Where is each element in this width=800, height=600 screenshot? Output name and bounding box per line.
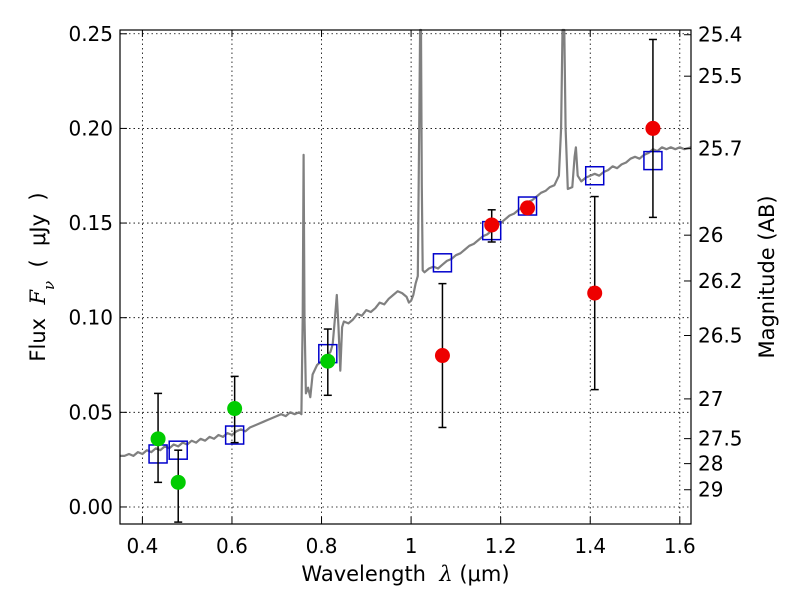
sed-model-line-layer: [120, 28, 692, 457]
magnitude-tick-label: 26: [698, 223, 723, 247]
y-axis-label-unit: ( μJy ): [26, 192, 50, 280]
y-axis-label-symbol: F: [26, 289, 50, 306]
x-tick-label: 1: [405, 534, 418, 558]
detection-point: [170, 474, 186, 490]
y2-axis-label: Magnitude (AB): [755, 195, 779, 358]
magnitude-tick-label: 27.5: [698, 427, 743, 451]
tick-marks: [120, 30, 691, 524]
x-axis-label-unit: (μm): [453, 562, 510, 586]
magnitude-tick-label: 25.4: [698, 23, 743, 47]
x-tick-label: 1.2: [485, 534, 517, 558]
x-axis-label-prefix: Wavelength: [301, 562, 439, 586]
detection-point: [484, 217, 500, 233]
sed-model-line: [120, 28, 692, 457]
magnitude-tick-label: 26.5: [698, 323, 743, 347]
y-axis-label-prefix: Flux: [26, 305, 50, 362]
x-tick-label: 0.4: [126, 534, 158, 558]
plot-frame: [119, 29, 692, 525]
magnitude-tick-label: 26.2: [698, 269, 743, 293]
x-axis-label: Wavelength λ (μm): [301, 562, 509, 586]
magnitude-tick-label: 28: [698, 452, 723, 476]
detection-point: [227, 401, 243, 417]
grid: [120, 30, 691, 524]
x-tick-label: 0.8: [306, 534, 338, 558]
magnitude-tick-label: 25.5: [698, 64, 743, 88]
x-axis-label-symbol: λ: [438, 562, 452, 586]
y-axis-label: Flux Fν ( μJy ): [26, 192, 58, 361]
magnitude-tick-label: 29: [698, 478, 723, 502]
detection-point: [150, 431, 166, 447]
y-axis-label-subscript: ν: [40, 281, 58, 290]
detection-point: [645, 120, 661, 136]
x-tick-label: 0.6: [216, 534, 248, 558]
model-photometry-square: [584, 165, 605, 186]
detection-point: [520, 200, 536, 216]
y-tick-label: 0.15: [68, 211, 113, 235]
detection-point: [434, 348, 450, 364]
model-photometry-square: [432, 253, 453, 273]
detection-point: [587, 285, 603, 301]
y-tick-label: 0.20: [68, 116, 113, 140]
detection-point: [320, 353, 336, 369]
y-tick-label: 0.10: [68, 306, 113, 330]
x-tick-label: 1.6: [664, 534, 696, 558]
y-tick-label: 0.05: [68, 400, 113, 424]
y-tick-label: 0.25: [68, 22, 113, 46]
detection-point-layer: [150, 120, 661, 490]
magnitude-tick-label: 25.7: [698, 137, 743, 161]
x-tick-label: 1.4: [574, 534, 606, 558]
tick-labels: 0.4 0.6 0.8 1 1.2 1.4 1.6 0.00 0.05 0.10 0.15 0.20 0…: [68, 22, 742, 558]
y-tick-label: 0.00: [68, 495, 113, 519]
magnitude-tick-label: 27: [698, 387, 723, 411]
